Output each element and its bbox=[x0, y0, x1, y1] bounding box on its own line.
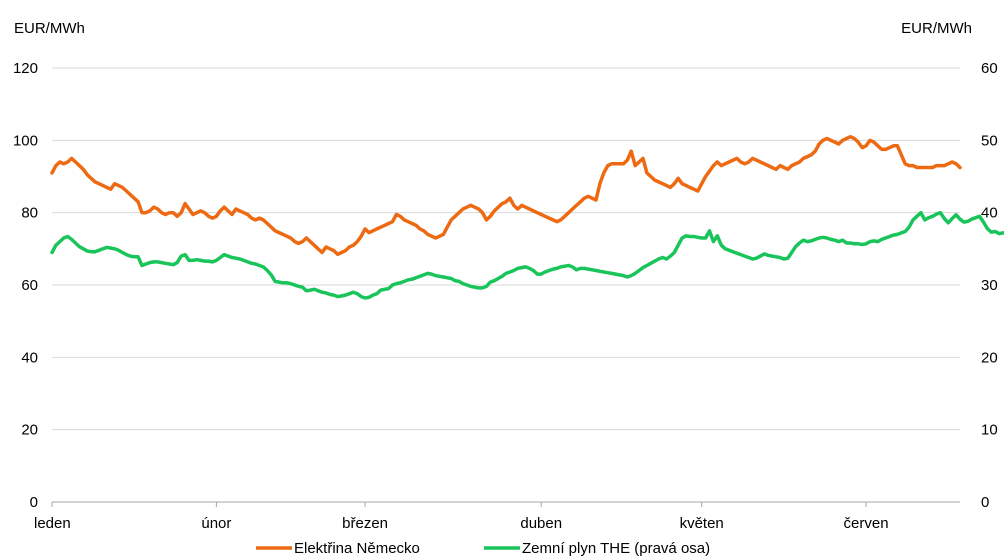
x-tick-label: leden bbox=[34, 515, 71, 532]
left-tick-label: 40 bbox=[21, 349, 38, 366]
series-layer bbox=[50, 134, 1004, 300]
legend: Elektřina Německo Zemní plyn THE (pravá … bbox=[256, 540, 710, 557]
left-tick-label: 120 bbox=[13, 60, 38, 77]
series-line-elektrina bbox=[50, 134, 962, 257]
right-tick-label: 10 bbox=[981, 422, 998, 439]
left-tick-label: 0 bbox=[30, 494, 38, 511]
left-tick-label: 100 bbox=[13, 132, 38, 149]
legend-label-zemni-plyn: Zemní plyn THE (pravá osa) bbox=[522, 540, 710, 557]
x-axis-ticks bbox=[51, 502, 867, 507]
right-axis-unit: EUR/MWh bbox=[901, 20, 972, 37]
right-axis-ticks: 0 10 20 30 40 50 60 bbox=[981, 60, 998, 511]
legend-item-elektrina[interactable]: Elektřina Německo bbox=[256, 540, 420, 557]
legend-label-elektrina: Elektřina Německo bbox=[294, 540, 420, 557]
right-tick-label: 40 bbox=[981, 205, 998, 222]
right-tick-label: 0 bbox=[981, 494, 989, 511]
right-tick-label: 60 bbox=[981, 60, 998, 77]
x-tick-label: duben bbox=[520, 515, 562, 532]
x-tick-label: únor bbox=[201, 515, 231, 532]
right-tick-label: 30 bbox=[981, 277, 998, 294]
x-tick-label: květen bbox=[680, 515, 724, 532]
right-tick-label: 50 bbox=[981, 132, 998, 149]
legend-item-zemni-plyn[interactable]: Zemní plyn THE (pravá osa) bbox=[484, 540, 710, 557]
x-axis-labels: leden únor březen duben květen červen bbox=[34, 515, 889, 532]
x-tick-label: červen bbox=[844, 515, 889, 532]
right-tick-label: 20 bbox=[981, 349, 998, 366]
left-tick-label: 60 bbox=[21, 277, 38, 294]
left-axis-ticks: 0 20 40 60 80 100 120 bbox=[13, 60, 38, 511]
series-line-zemni-plyn bbox=[50, 210, 1004, 300]
x-tick-label: březen bbox=[342, 515, 388, 532]
left-tick-label: 80 bbox=[21, 205, 38, 222]
left-tick-label: 20 bbox=[21, 422, 38, 439]
left-axis-unit: EUR/MWh bbox=[14, 20, 85, 37]
gridlines bbox=[52, 67, 960, 431]
